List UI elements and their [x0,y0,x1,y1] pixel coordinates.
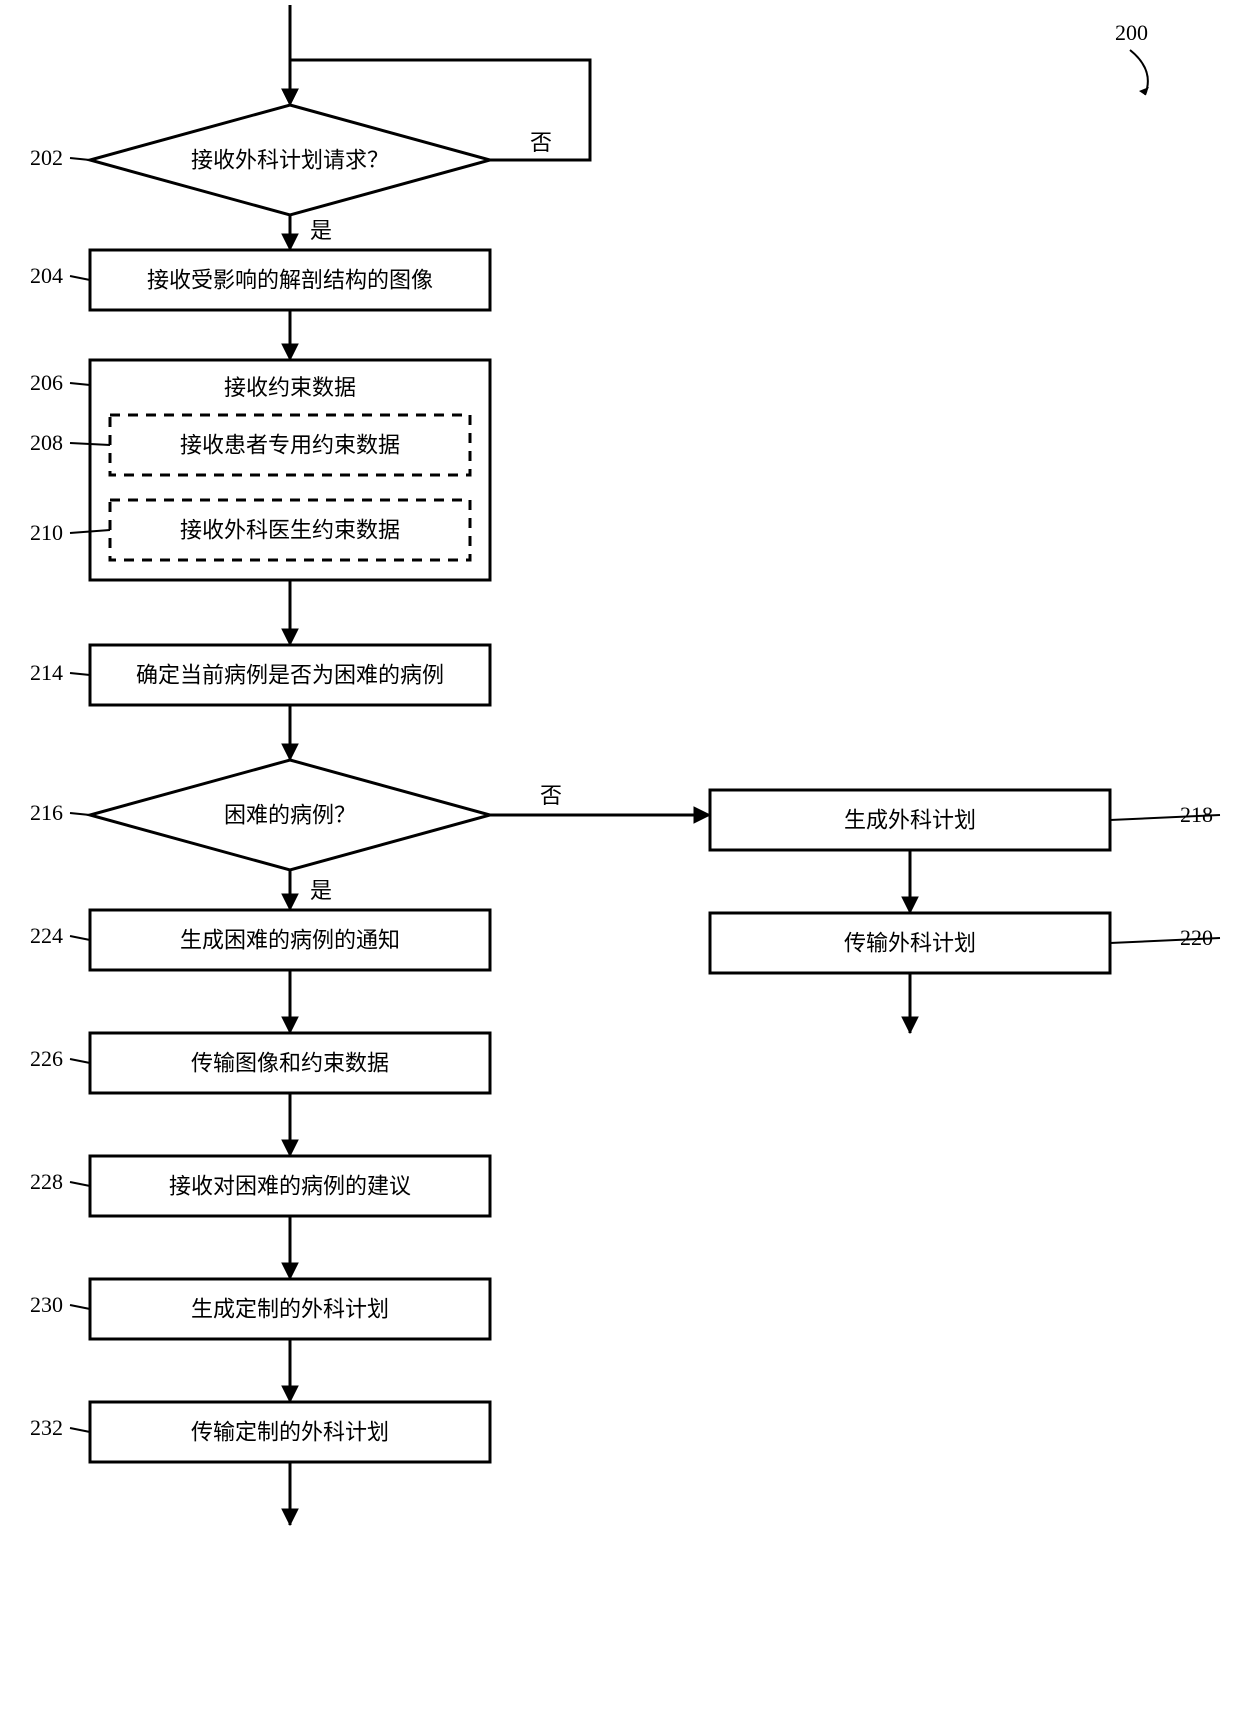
ref-ref230: 230 [30,1292,63,1317]
node-label: 接收外科医生约束数据 [180,518,400,543]
node-r232: 传输定制的外科计划 [90,1402,490,1462]
node-label: 传输外科计划 [844,931,976,956]
node-label: 接收对困难的病例的建议 [169,1174,411,1199]
node-label: 传输图像和约束数据 [191,1051,389,1076]
ref-ref210: 210 [30,520,63,545]
ref-ref216: 216 [30,800,63,825]
node-r214: 确定当前病例是否为困难的病例 [90,645,490,705]
ref-ref232: 232 [30,1415,63,1440]
ref-ref206: 206 [30,370,63,395]
node-d202: 接收外科计划请求？ [90,105,490,215]
ref-ref226: 226 [30,1046,63,1071]
node-label: 传输定制的外科计划 [191,1420,389,1445]
edge-label: 是 [310,218,332,243]
node-label: 确定当前病例是否为困难的病例 [136,663,444,688]
node-r230: 生成定制的外科计划 [90,1279,490,1339]
node-r228: 接收对困难的病例的建议 [90,1156,490,1216]
flowchart-canvas: 是否是否接收外科计划请求？接收受影响的解剖结构的图像接收约束数据接收患者专用约束… [0,0,1240,1714]
ref-ref208: 208 [30,430,63,455]
node-label: 接收约束数据 [224,375,356,400]
node-label: 生成外科计划 [844,808,976,833]
edge-label: 否 [530,130,552,155]
node-r218: 生成外科计划 [710,790,1110,850]
node-r204: 接收受影响的解剖结构的图像 [90,250,490,310]
ref-ref220: 220 [1180,925,1213,950]
ref-ref200: 200 [1115,20,1148,45]
node-label: 接收外科计划请求？ [191,148,389,173]
node-label: 困难的病例？ [224,803,356,828]
node-label: 生成困难的病例的通知 [180,928,400,953]
edge-label: 是 [310,878,332,903]
ref-ref218: 218 [1180,802,1213,827]
node-label: 生成定制的外科计划 [191,1297,389,1322]
ref-ref224: 224 [30,923,63,948]
node-r220: 传输外科计划 [710,913,1110,973]
ref-ref214: 214 [30,660,63,685]
node-label: 接收受影响的解剖结构的图像 [147,268,433,293]
node-r224: 生成困难的病例的通知 [90,910,490,970]
node-label: 接收患者专用约束数据 [180,433,400,458]
ref-ref202: 202 [30,145,63,170]
node-r206: 接收约束数据 [90,360,490,580]
node-r226: 传输图像和约束数据 [90,1033,490,1093]
ref-ref204: 204 [30,263,63,288]
edge-label: 否 [540,783,562,808]
node-d216: 困难的病例？ [90,760,490,870]
ref-ref228: 228 [30,1169,63,1194]
